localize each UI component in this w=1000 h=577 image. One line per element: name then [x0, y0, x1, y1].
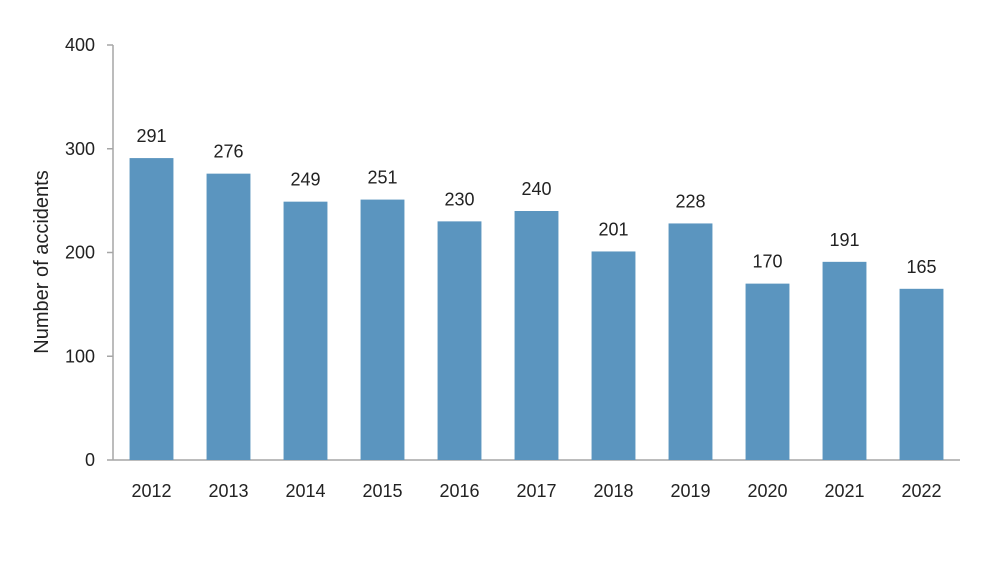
bar-2014: [283, 201, 328, 460]
y-tick-label: 100: [65, 346, 95, 366]
y-axis: 0 100 200 300 400: [65, 35, 114, 470]
data-labels: 291 276 249 251 230 240 201 228 170 191 165: [136, 126, 936, 277]
x-tick-label-2017: 2017: [516, 481, 556, 501]
x-tick-label-2016: 2016: [439, 481, 479, 501]
data-label-2022: 165: [906, 257, 936, 277]
bar-2017: [514, 211, 559, 460]
y-tick-label: 400: [65, 35, 95, 55]
y-tick-label: 0: [85, 450, 95, 470]
y-tick-label: 200: [65, 243, 95, 263]
y-tick-label: 300: [65, 139, 95, 159]
x-tick-label-2012: 2012: [131, 481, 171, 501]
bar-2015: [360, 199, 405, 460]
x-tick-label-2019: 2019: [670, 481, 710, 501]
x-tick-label-2022: 2022: [901, 481, 941, 501]
data-label-2015: 251: [367, 168, 397, 188]
x-tick-label-2014: 2014: [285, 481, 325, 501]
x-tick-label-2021: 2021: [824, 481, 864, 501]
x-tick-label-2015: 2015: [362, 481, 402, 501]
bar-2013: [206, 173, 251, 460]
data-label-2013: 276: [213, 142, 243, 162]
data-label-2019: 228: [675, 191, 705, 211]
data-label-2014: 249: [290, 170, 320, 190]
data-label-2016: 230: [444, 189, 474, 209]
data-label-2017: 240: [521, 179, 551, 199]
x-tick-label-2013: 2013: [208, 481, 248, 501]
bar-2016: [437, 221, 482, 460]
x-tick-label-2018: 2018: [593, 481, 633, 501]
bar-2022: [899, 288, 944, 460]
bar-2021: [822, 261, 867, 460]
data-label-2012: 291: [136, 126, 166, 146]
data-label-2018: 201: [598, 219, 628, 239]
y-axis-title: Number of accidents: [31, 170, 53, 353]
bar-2018: [591, 251, 636, 460]
bar-2019: [668, 223, 713, 460]
x-axis: 2012 2013 2014 2015 2016 2017 2018 2019 2020 2021…: [113, 459, 960, 501]
data-label-2020: 170: [752, 252, 782, 272]
bar-2012: [129, 158, 174, 460]
data-label-2021: 191: [829, 230, 859, 250]
x-tick-label-2020: 2020: [747, 481, 787, 501]
bar-2020: [745, 283, 790, 460]
bars: [129, 158, 944, 460]
